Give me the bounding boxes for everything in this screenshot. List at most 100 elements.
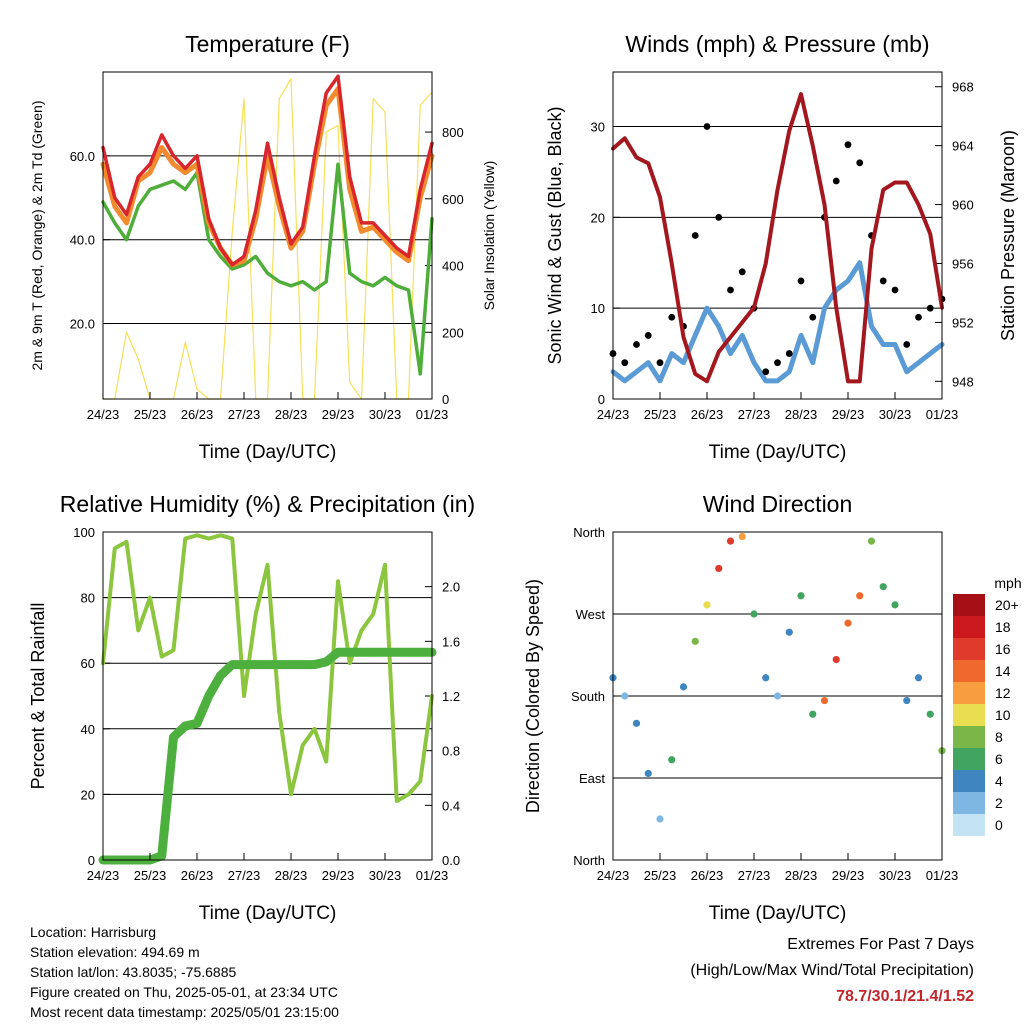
legend-label: 16 (995, 641, 1011, 657)
winds-xtick-label: 01/23 (926, 407, 959, 422)
humidity-ytick-right-label: 1.2 (442, 689, 460, 704)
winds-xtick-label: 30/23 (879, 407, 912, 422)
humidity-xtick-label: 28/23 (275, 868, 308, 883)
elevation-text: Station elevation: 494.69 m (30, 944, 200, 960)
winds-xtick-label: 28/23 (785, 407, 818, 422)
direction-ytick-label: South (571, 689, 605, 704)
wind-line (610, 260, 945, 384)
direction-point (926, 710, 934, 718)
humidity-ytick-label: 20 (81, 787, 95, 802)
legend-label: 14 (995, 663, 1011, 679)
gust-point (832, 177, 840, 185)
temperature-ytick-right-label: 600 (442, 192, 464, 207)
legend-label: 4 (995, 773, 1003, 789)
humidity-ytick-right-label: 2.0 (442, 580, 460, 595)
humidity-ytick-label: 60 (81, 656, 95, 671)
direction-point (621, 692, 629, 700)
direction-point (715, 564, 723, 573)
legend-swatch (953, 704, 985, 726)
humidity-ytick-right-label: 0.8 (442, 744, 460, 759)
temperature-ytick-label: 40.0 (70, 233, 95, 248)
direction-point (668, 756, 676, 764)
winds-ylabel-left: Sonic Wind & Gust (Blue, Black) (545, 106, 565, 364)
location-text: Location: Harrisburg (30, 924, 157, 940)
gust-point (809, 313, 817, 321)
temperature-ytick-right-label: 0 (442, 392, 449, 407)
direction-point (691, 637, 699, 645)
direction-xtick-label: 30/23 (879, 868, 912, 883)
winds-xtick-label: 29/23 (832, 407, 865, 422)
winds-ytick-right-label: 968 (952, 80, 974, 95)
gust-point (621, 359, 629, 367)
temperature-xtick-label: 24/23 (87, 407, 120, 422)
winds-title: Winds (mph) & Pressure (mb) (625, 31, 929, 57)
winds-ylabel-right: Station Pressure (Maroon) (998, 130, 1018, 341)
direction-point (914, 674, 923, 682)
direction-point (844, 619, 852, 627)
humidity-ytick-right-label: 1.6 (442, 634, 460, 649)
gust-point (774, 359, 781, 367)
temperature-ytick-right-label: 200 (442, 325, 464, 340)
gust-point (785, 350, 793, 357)
legend-swatch (953, 660, 985, 682)
legend-label: 8 (995, 729, 1003, 745)
legend-label: 6 (995, 751, 1003, 767)
timestamp-text: Most recent data timestamp: 2025/05/01 2… (30, 1004, 339, 1020)
precipitation-line (98, 647, 437, 865)
temperature-xtick-label: 25/23 (134, 407, 167, 422)
direction-point (656, 815, 664, 823)
gust-point (703, 123, 711, 130)
legend-label: 20+ (995, 597, 1019, 613)
gust-point (656, 359, 664, 367)
pressure-line (611, 92, 944, 384)
winds-xtick-label: 27/23 (738, 407, 771, 422)
direction-point (773, 692, 782, 700)
winds-ytick-right-label: 952 (952, 315, 974, 330)
temperature-ylabel-right: Solar Insolation (Yellow) (481, 161, 497, 311)
direction-title: Wind Direction (703, 491, 853, 517)
direction-xtick-label: 28/23 (785, 868, 818, 883)
gust-point (738, 268, 746, 276)
latlon-text: Station lat/lon: 43.8035; -75.6885 (30, 964, 237, 980)
direction-point (632, 719, 641, 727)
humidity-frame (102, 531, 433, 861)
direction-point (903, 696, 911, 705)
direction-xtick-label: 24/23 (597, 868, 630, 883)
humidity-ytick-label: 0 (88, 853, 95, 868)
direction-ytick-label: North (573, 853, 605, 868)
winds-ytick-label: 0 (598, 392, 605, 407)
direction-ytick-label: North (573, 525, 605, 540)
temp-2m-line (101, 74, 434, 267)
gust-point (844, 141, 852, 149)
humidity-xtick-label: 27/23 (228, 868, 261, 883)
gust-point (926, 304, 934, 312)
direction-point (750, 610, 758, 618)
direction-point (762, 674, 770, 682)
legend-swatch (953, 748, 985, 770)
winds-ytick-label: 20 (591, 210, 605, 225)
temperature-xlabel: Time (Day/UTC) (199, 442, 337, 463)
legend-swatch (953, 638, 985, 660)
humidity-xtick-label: 24/23 (87, 868, 120, 883)
temperature-xtick-label: 29/23 (322, 407, 355, 422)
legend-label: 10 (995, 707, 1011, 723)
humidity-xtick-label: 26/23 (181, 868, 214, 883)
direction-point (879, 583, 887, 591)
temp-9m-line (100, 86, 435, 268)
humidity-ytick-right-label: 0.4 (442, 798, 460, 813)
extremes-values: 78.7/30.1/21.4/1.52 (836, 988, 974, 1005)
direction-ytick-label: West (576, 607, 606, 622)
gust-point (797, 277, 805, 285)
temperature-ytick-right-label: 800 (442, 125, 464, 140)
gust-point (633, 341, 640, 348)
temperature-title: Temperature (F) (185, 31, 350, 57)
extremes-box: Extremes For Past 7 Days (High/Low/Max W… (690, 932, 974, 1010)
temperature-xtick-label: 26/23 (181, 407, 214, 422)
relative-humidity-line (101, 533, 434, 803)
gust-point (762, 368, 770, 376)
legend-swatch (953, 594, 985, 616)
winds-xlabel: Time (Day/UTC) (709, 442, 847, 463)
gust-point (644, 332, 652, 339)
gust-point (691, 232, 699, 239)
extremes-subtitle: (High/Low/Max Wind/Total Precipitation) (690, 962, 974, 979)
